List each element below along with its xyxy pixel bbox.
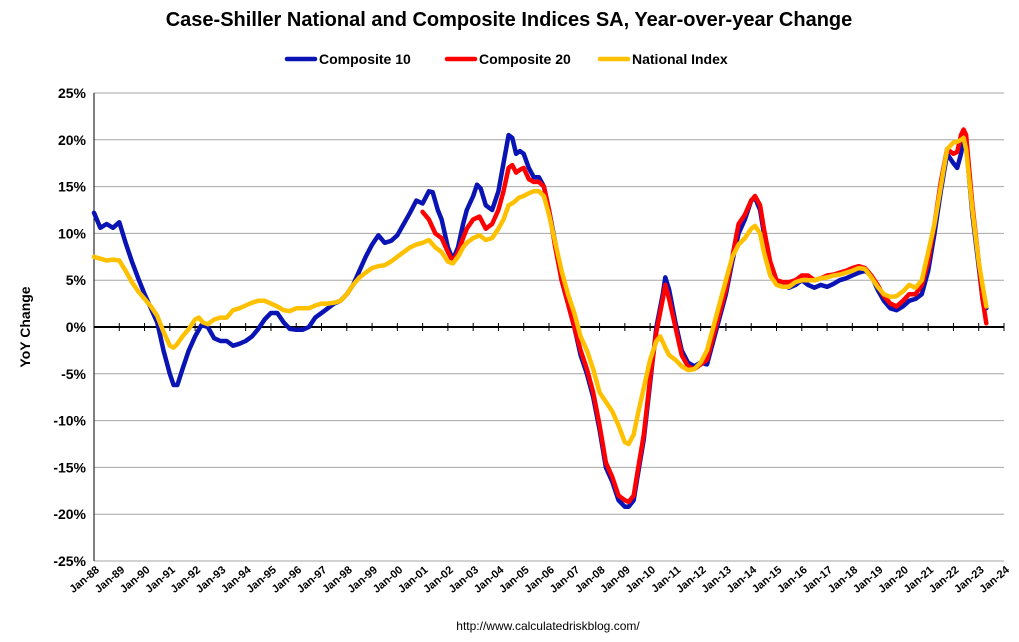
series-line-composite-20 (420, 127, 989, 505)
y-tick-label: -25% (53, 553, 86, 569)
y-tick-label: 25% (58, 85, 87, 101)
legend-label-composite-10: Composite 10 (319, 51, 411, 67)
y-tick-label: -15% (53, 459, 86, 475)
y-axis-ticks: 25% 20% 15% 10% 5% 0% -5% -10% -15% -20% -25% (53, 85, 86, 569)
legend-label-composite-20: Composite 20 (479, 51, 571, 67)
y-tick-label: -5% (61, 366, 86, 382)
y-tick-label: 20% (58, 132, 87, 148)
series-line-composite-10 (91, 132, 989, 509)
y-tick-label: -10% (53, 413, 86, 429)
series-line-national-index (91, 135, 989, 447)
y-tick-label: 0% (66, 319, 87, 335)
y-axis-label: YoY Change (17, 286, 33, 367)
y-tick-label: 15% (58, 179, 87, 195)
legend-label-national-index: National Index (632, 51, 728, 67)
x-tick-label: Jan-24 (978, 564, 1013, 596)
legend: Composite 10 Composite 20 National Index (284, 51, 728, 67)
x-axis-ticks: Jan-88Jan-89Jan-90Jan-91Jan-92Jan-93Jan-… (68, 323, 1013, 596)
chart-title: Case-Shiller National and Composite Indi… (166, 9, 853, 31)
source-url: http://www.calculatedriskblog.com/ (456, 619, 640, 633)
series-group (91, 127, 989, 509)
y-tick-label: 10% (58, 225, 87, 241)
gridlines (94, 92, 1004, 562)
y-tick-label: 5% (66, 272, 87, 288)
y-tick-label: -20% (53, 506, 86, 522)
